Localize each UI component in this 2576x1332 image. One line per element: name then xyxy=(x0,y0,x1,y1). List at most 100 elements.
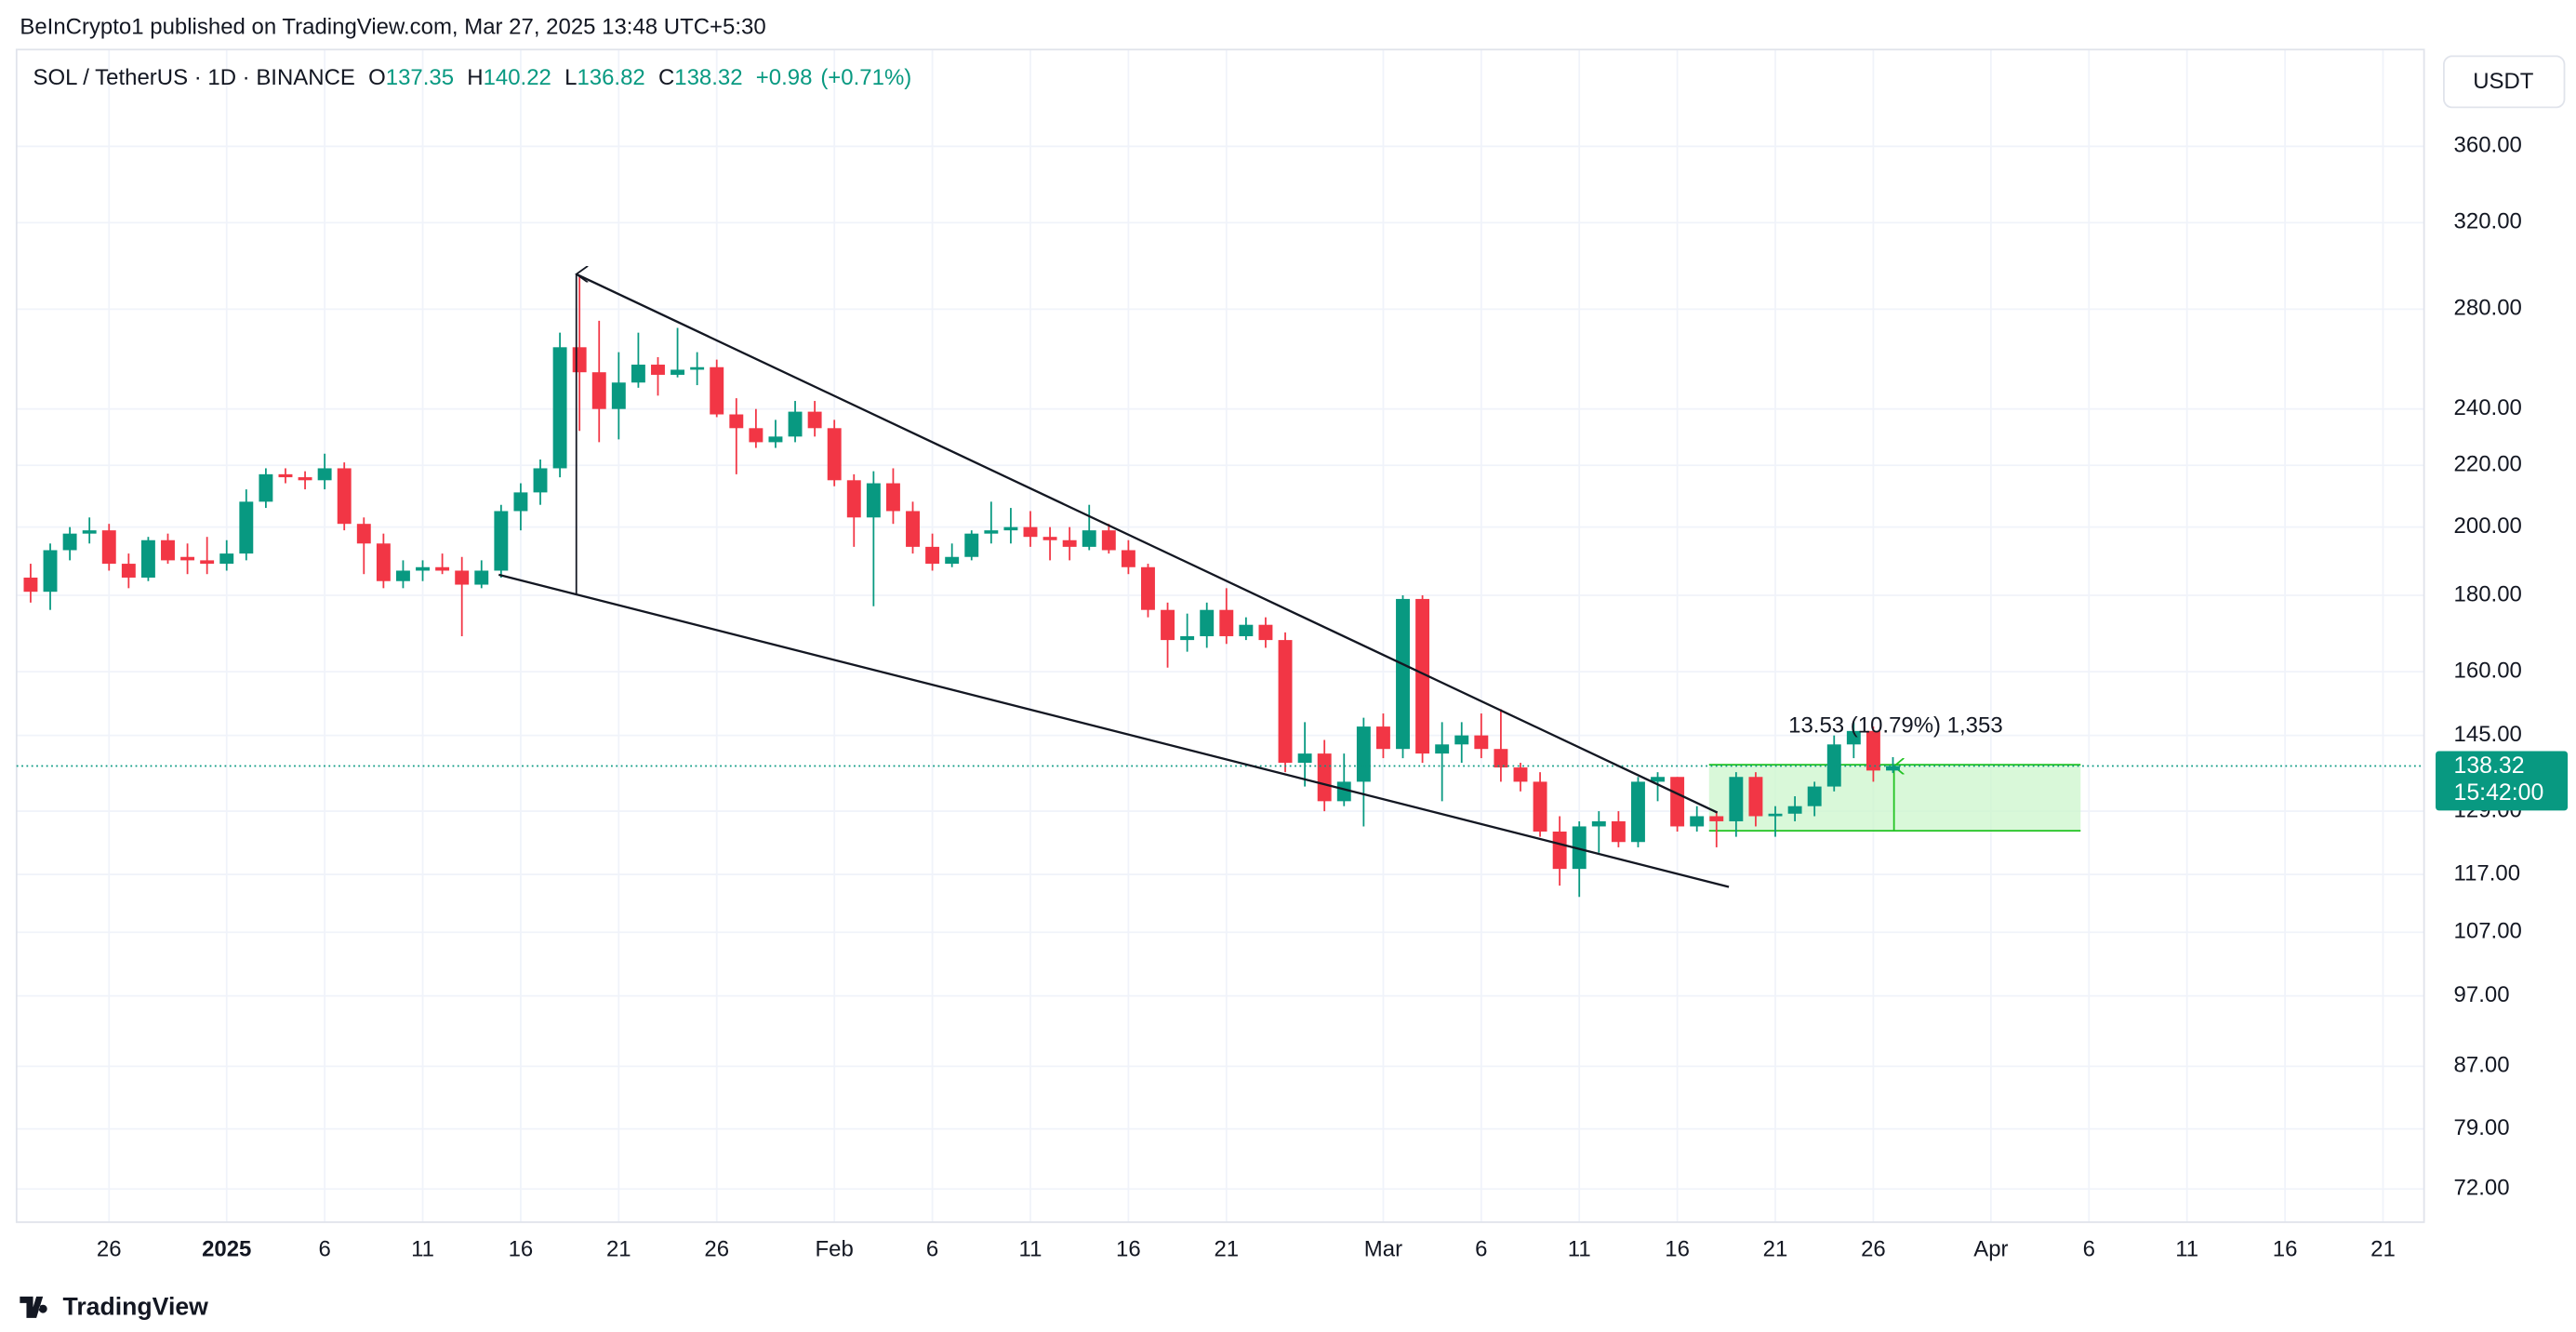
measure-label: 13.53 (10.79%) 1,353 xyxy=(1788,713,2003,739)
change-pct: (+0.71%) xyxy=(820,66,911,91)
candle-body xyxy=(1101,530,1116,551)
candle-body xyxy=(1748,777,1763,817)
candles xyxy=(16,274,2424,898)
x-tick-label: 21 xyxy=(1214,1236,1239,1261)
candle-body xyxy=(1180,635,1195,641)
brand: TradingView xyxy=(63,1292,209,1320)
candle-body xyxy=(552,347,567,469)
candle-body xyxy=(690,366,705,370)
ohlc-label: O xyxy=(368,66,386,91)
candle-body xyxy=(1336,781,1351,802)
x-tick-label: Mar xyxy=(1364,1236,1402,1261)
candle-body xyxy=(219,553,234,565)
candle-body xyxy=(140,539,155,578)
candle-body xyxy=(1690,816,1705,827)
currency[interactable]: USDT xyxy=(2473,69,2534,94)
candle-body xyxy=(416,566,430,571)
candle-body xyxy=(671,369,685,375)
currency-button[interactable] xyxy=(2443,55,2566,109)
x-tick-label: 6 xyxy=(318,1236,330,1261)
y-tick-label: 107.00 xyxy=(2454,919,2522,944)
y-tick-label: 160.00 xyxy=(2454,658,2522,683)
candle-body xyxy=(121,564,136,578)
candle-body xyxy=(984,530,999,534)
ohlc-value: 138.32 xyxy=(674,66,742,91)
candle-body xyxy=(317,468,332,481)
candle-body xyxy=(1121,550,1135,567)
change: +0.98 xyxy=(756,66,813,91)
ohlc-label: C xyxy=(658,66,674,91)
candle-body xyxy=(1474,735,1489,750)
y-tick-label: 200.00 xyxy=(2454,513,2522,539)
candle-body xyxy=(925,546,940,565)
candle-body xyxy=(807,411,822,429)
y-tick-label: 72.00 xyxy=(2454,1176,2510,1201)
candle-body xyxy=(533,468,548,493)
candle-body xyxy=(945,556,960,565)
candle-body xyxy=(1356,726,1371,782)
x-tick-label: 26 xyxy=(97,1236,122,1261)
x-tick-label: Apr xyxy=(1973,1236,2008,1261)
candle-body xyxy=(395,570,410,581)
x-tick-label: 21 xyxy=(2370,1236,2396,1261)
candle-body xyxy=(435,566,450,571)
candle-body xyxy=(1787,806,1802,814)
candle-body xyxy=(200,560,215,565)
y-tick-label: 280.00 xyxy=(2454,296,2522,321)
y-tick-label: 117.00 xyxy=(2454,860,2521,886)
x-tick-label: 11 xyxy=(411,1236,434,1261)
candle-body xyxy=(1082,530,1096,547)
y-tick-label: 97.00 xyxy=(2454,982,2510,1007)
candle-body xyxy=(337,468,352,525)
candle-body xyxy=(611,382,626,409)
candle-body xyxy=(1513,767,1528,782)
candle-body xyxy=(906,511,920,547)
x-tick-label: 6 xyxy=(926,1236,938,1261)
candle-body xyxy=(513,492,528,512)
candle-body xyxy=(1591,820,1606,827)
candle-body xyxy=(1866,730,1880,771)
y-axis: 72.0079.0087.0097.00107.00117.00129.0014… xyxy=(2436,133,2569,1201)
candle-body xyxy=(1631,781,1645,843)
candle-body xyxy=(1651,777,1665,782)
candle-body xyxy=(180,556,195,561)
x-tick-label: 6 xyxy=(2083,1236,2095,1261)
candle-body xyxy=(846,480,861,518)
y-tick-label: 79.00 xyxy=(2454,1115,2510,1140)
candle-body xyxy=(749,428,764,443)
grid xyxy=(16,49,2424,1222)
symbol-legend: SOL / TetherUS · 1D · BINANCE O137.35 H140… xyxy=(33,66,912,91)
x-axis: 26 2025 6 11 16 21 26 Feb 6 11 16 21 Mar 6 11 16 21 26 Apr… xyxy=(97,1236,2396,1261)
candle-body xyxy=(964,533,979,557)
candle-body xyxy=(1023,526,1038,538)
candle-body xyxy=(1161,609,1175,641)
x-tick-label: 26 xyxy=(704,1236,729,1261)
ohlc-value: 137.35 xyxy=(386,66,454,91)
x-tick-label: 2025 xyxy=(202,1236,251,1261)
candle-body xyxy=(494,511,509,571)
candle-body xyxy=(1258,624,1273,641)
candle-body xyxy=(1375,726,1390,750)
candle-body xyxy=(768,436,783,443)
candle-body xyxy=(729,414,744,429)
candle-body xyxy=(788,411,803,437)
candle-body xyxy=(1709,816,1724,821)
x-tick-label: 11 xyxy=(1019,1236,1042,1261)
plot-frame xyxy=(15,48,2425,1223)
candle-body xyxy=(474,570,489,585)
candle-body xyxy=(1670,777,1685,827)
candle-body xyxy=(1886,766,1900,771)
candle-body xyxy=(631,365,645,383)
symbol: SOL / TetherUS · 1D · BINANCE xyxy=(33,66,355,91)
candle-body xyxy=(1454,735,1469,745)
candle-body xyxy=(1200,609,1215,636)
candle-body xyxy=(161,539,175,561)
candle-body xyxy=(1219,609,1234,636)
candle-body xyxy=(239,501,254,554)
x-tick-label: 11 xyxy=(1568,1236,1591,1261)
brand-logo xyxy=(20,1296,47,1318)
price-tag-value: 138.32 xyxy=(2454,753,2525,779)
candle-body xyxy=(1729,777,1744,821)
x-tick-label: 16 xyxy=(1665,1236,1690,1261)
